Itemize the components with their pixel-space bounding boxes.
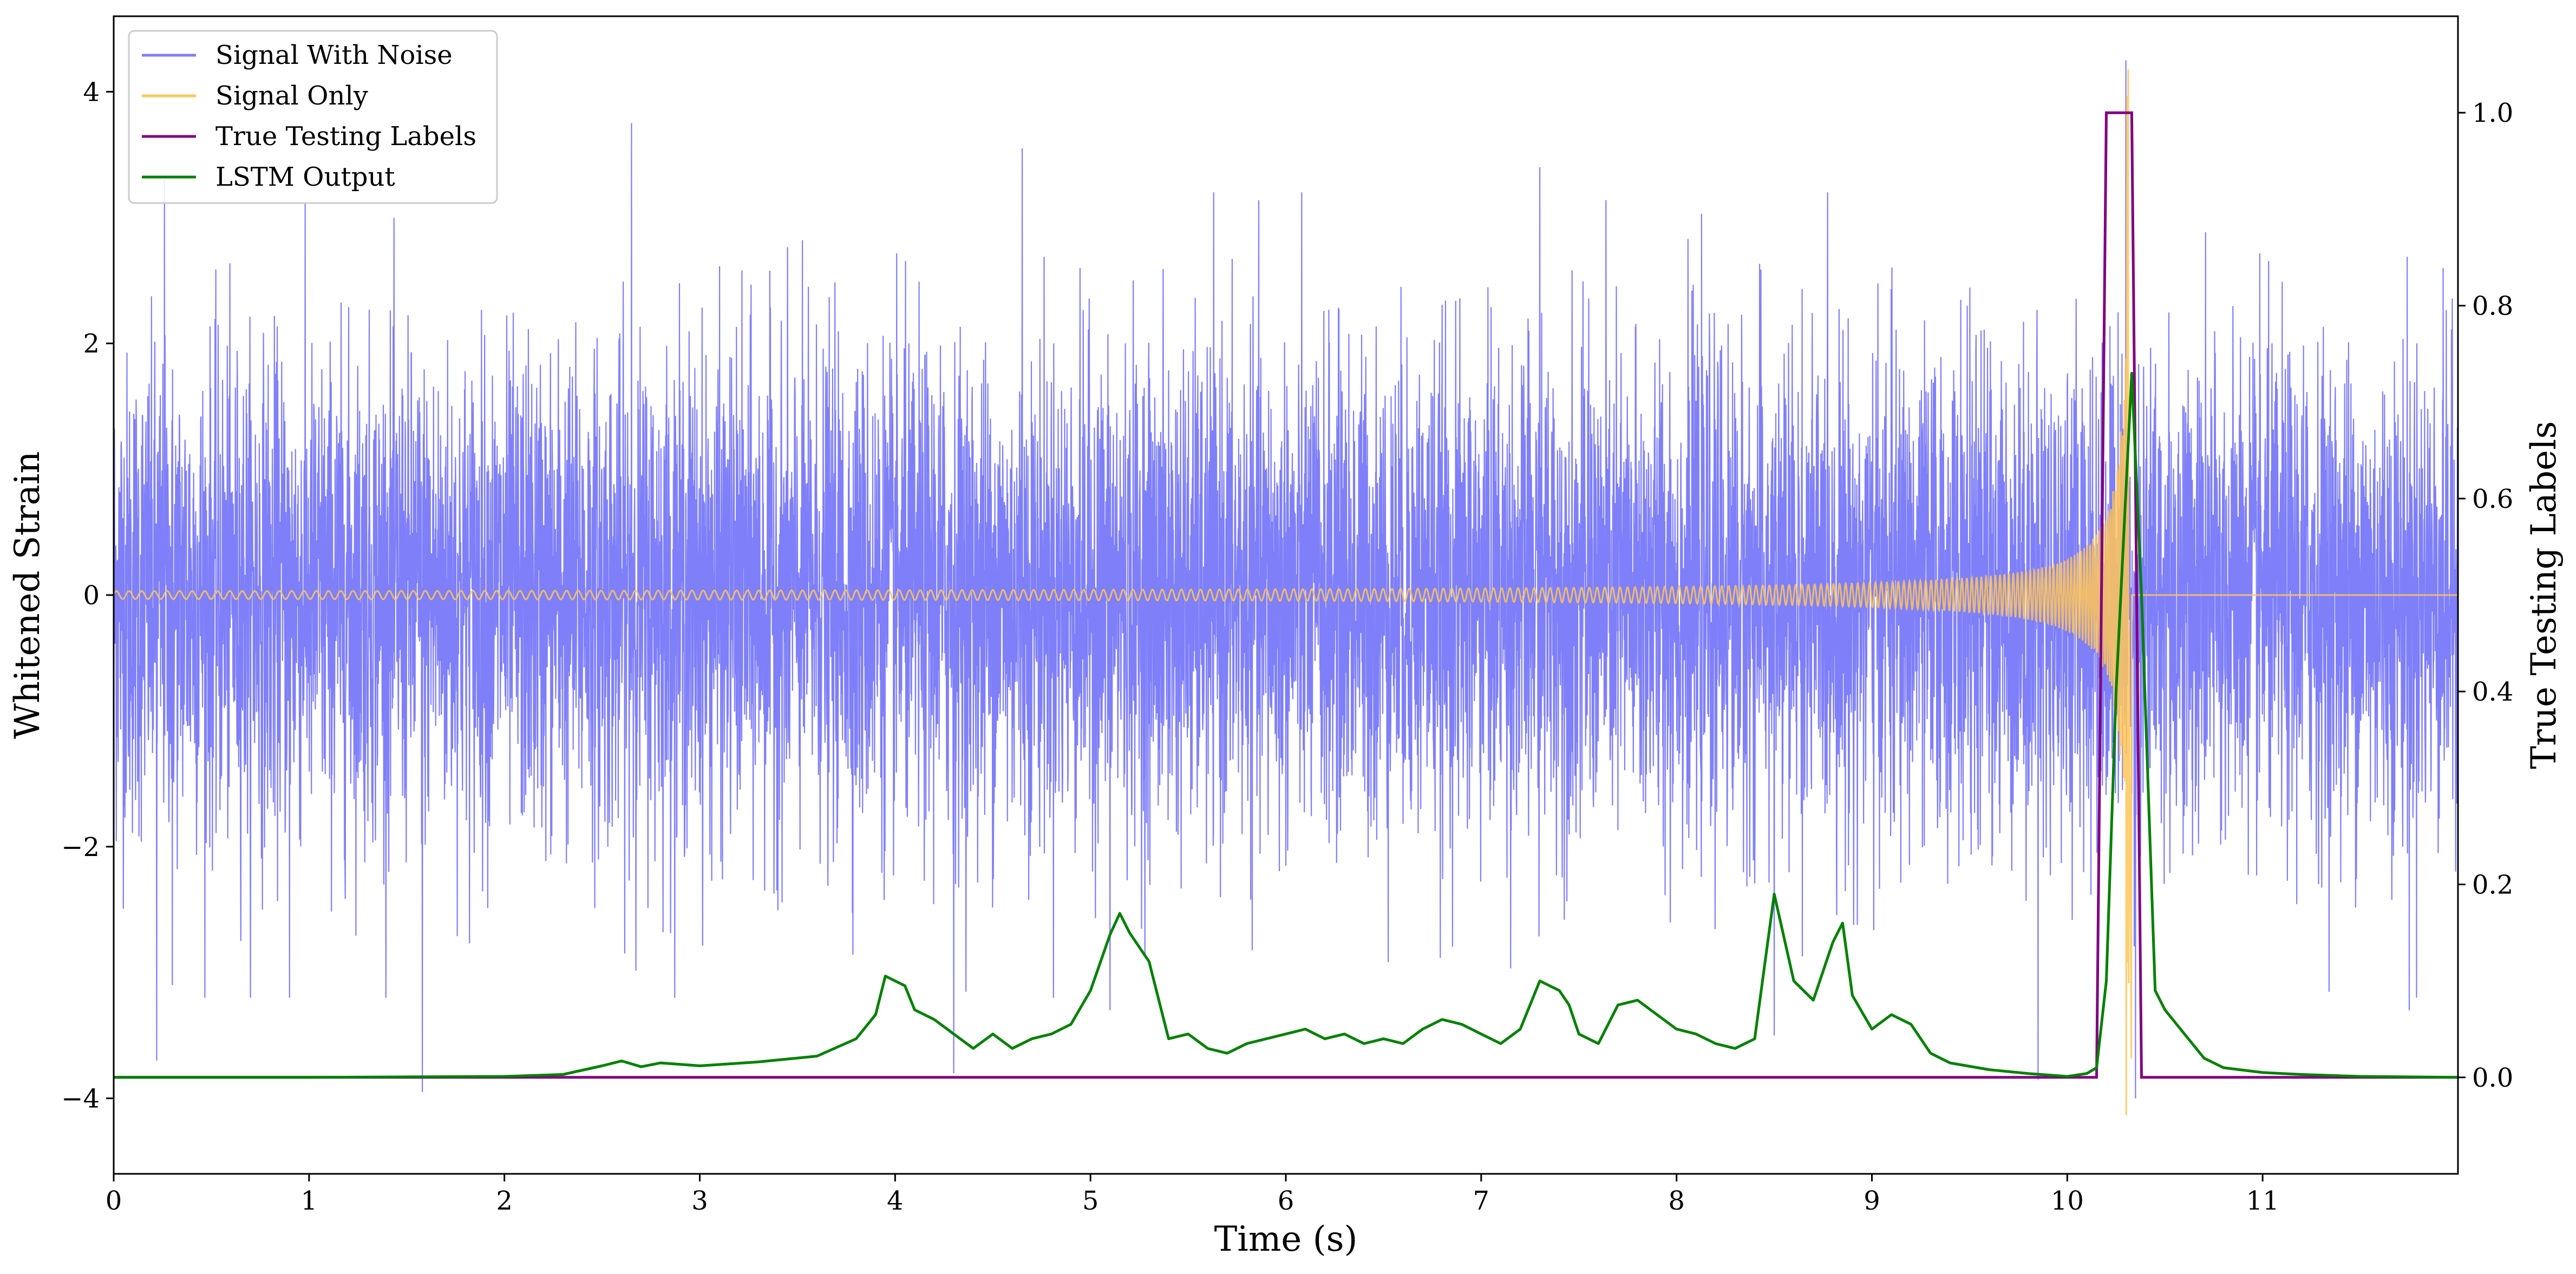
legend-item-signal-only: Signal Only xyxy=(142,81,368,111)
x-tick-label: 3 xyxy=(691,1186,708,1216)
legend-box xyxy=(128,30,498,204)
y2-axis-label: True Testing Labels xyxy=(2524,421,2564,769)
x-tick-label: 10 xyxy=(2051,1186,2084,1216)
x-axis: 0 1 2 3 4 5 6 7 8 9 10 11 xyxy=(106,1174,2279,1216)
x-tick-label: 9 xyxy=(1864,1186,1880,1216)
y-tick-label: −4 xyxy=(61,1084,100,1114)
x-tick-label: 4 xyxy=(887,1186,904,1216)
legend-label: Signal With Noise xyxy=(215,40,453,70)
series-true-testing-labels xyxy=(114,111,2458,1079)
y-tick-label: 2 xyxy=(83,329,100,359)
y-tick-label: 4 xyxy=(83,77,100,107)
y2-tick-label: 0.8 xyxy=(2472,291,2513,322)
legend-item-lstm-output: LSTM Output xyxy=(142,162,395,192)
x-tick-label: 5 xyxy=(1082,1186,1099,1216)
legend-item-true-testing-labels: True Testing Labels xyxy=(142,121,476,152)
series-signal-with-noise xyxy=(114,60,2458,1099)
legend-label: True Testing Labels xyxy=(215,121,476,152)
series-lstm-output xyxy=(114,371,2458,1079)
y-axis-label: Whitened Strain xyxy=(8,451,48,739)
y2-tick-label: 1.0 xyxy=(2472,98,2513,128)
y2-tick-label: 0.6 xyxy=(2472,484,2513,514)
x-axis-label: Time (s) xyxy=(1214,1219,1358,1259)
x-tick-label: 6 xyxy=(1278,1186,1294,1216)
y-tick-label: −2 xyxy=(61,832,100,863)
y-axis-left: −4 −2 0 2 4 xyxy=(61,77,114,1114)
x-tick-label: 1 xyxy=(301,1186,318,1216)
legend-label: Signal Only xyxy=(215,81,368,111)
series-signal-only xyxy=(114,69,2458,1115)
x-tick-label: 7 xyxy=(1473,1186,1490,1216)
x-tick-label: 8 xyxy=(1668,1186,1685,1216)
legend-item-signal-with-noise: Signal With Noise xyxy=(142,40,453,70)
y2-tick-label: 0.0 xyxy=(2472,1063,2513,1093)
x-tick-label: 0 xyxy=(106,1186,122,1216)
y-axis-right: 0.0 0.2 0.4 0.6 0.8 1.0 xyxy=(2458,98,2513,1093)
y-tick-label: 0 xyxy=(83,580,100,611)
x-tick-label: 2 xyxy=(496,1186,513,1216)
y2-tick-label: 0.4 xyxy=(2472,677,2513,707)
x-tick-label: 11 xyxy=(2246,1186,2279,1216)
y2-tick-label: 0.2 xyxy=(2472,870,2513,900)
legend-label: LSTM Output xyxy=(215,162,395,192)
legend: Signal With Noise Signal Only True Testi… xyxy=(128,30,498,204)
series-layer xyxy=(114,60,2458,1115)
